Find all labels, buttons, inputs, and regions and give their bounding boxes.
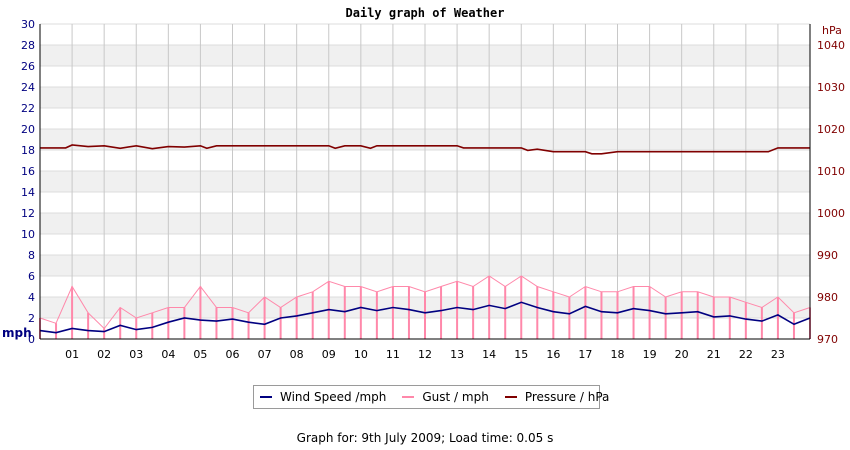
right-axis-unit-label: hPa (822, 24, 842, 37)
x-tick-label: 12 (418, 348, 432, 361)
legend-item-wind-speed: Wind Speed /mph (260, 390, 386, 404)
left-tick-label: 8 (28, 249, 35, 262)
x-tick-label: 17 (578, 348, 592, 361)
x-tick-label: 10 (354, 348, 368, 361)
x-tick-label: 21 (707, 348, 721, 361)
x-tick-label: 23 (771, 348, 785, 361)
left-tick-label: 14 (21, 186, 35, 199)
right-tick-label: 990 (817, 249, 838, 262)
x-tick-label: 03 (129, 348, 143, 361)
x-tick-label: 06 (226, 348, 240, 361)
weather-chart: Daily graph of Weather 02468101214161820… (2, 6, 845, 361)
legend-swatch-pressure (504, 396, 517, 398)
x-tick-label: 09 (322, 348, 336, 361)
chart-legend: Wind Speed /mph Gust / mph Pressure / hP… (253, 385, 609, 409)
series-wind-speed-mph (39, 301, 811, 334)
left-tick-label: 10 (21, 228, 35, 241)
chart-title: Daily graph of Weather (346, 6, 505, 20)
plot-series (39, 144, 811, 339)
x-tick-label: 14 (482, 348, 496, 361)
legend-label-pressure: Pressure / hPa (524, 390, 610, 404)
right-tick-label: 1020 (817, 123, 845, 136)
x-tick-label: 13 (450, 348, 464, 361)
legend-item-gust: Gust / mph (402, 390, 489, 404)
left-tick-label: 22 (21, 102, 35, 115)
gust-line (39, 275, 811, 330)
series-gust-mph (39, 275, 811, 339)
left-tick-label: 28 (21, 39, 35, 52)
x-tick-label: 18 (611, 348, 625, 361)
x-tick-label: 19 (643, 348, 657, 361)
legend-label-gust: Gust / mph (422, 390, 489, 404)
x-tick-label: 20 (675, 348, 689, 361)
pressure-hpa-line (40, 144, 810, 155)
left-tick-label: 6 (28, 270, 35, 283)
right-tick-label: 1010 (817, 165, 845, 178)
left-tick-label: 4 (28, 291, 35, 304)
left-tick-label: 12 (21, 207, 35, 220)
left-tick-label: 24 (21, 81, 35, 94)
left-tick-label: 26 (21, 60, 35, 73)
left-tick-label: 2 (28, 312, 35, 325)
left-tick-label: 16 (21, 165, 35, 178)
right-tick-label: 980 (817, 291, 838, 304)
axes: 0246810121416182022242628309709809901000… (21, 18, 845, 361)
left-tick-label: 0 (28, 333, 35, 346)
wind-speed-mph-line (39, 301, 811, 334)
right-tick-label: 1040 (817, 39, 845, 52)
left-tick-label: 30 (21, 18, 35, 31)
x-tick-label: 05 (193, 348, 207, 361)
right-tick-label: 1030 (817, 81, 845, 94)
left-tick-label: 20 (21, 123, 35, 136)
x-tick-label: 22 (739, 348, 753, 361)
series-pressure-hpa (40, 144, 810, 155)
x-tick-label: 01 (65, 348, 79, 361)
x-tick-label: 16 (546, 348, 560, 361)
graph-footer-info: Graph for: 9th July 2009; Load time: 0.0… (296, 431, 554, 445)
x-tick-label: 04 (161, 348, 175, 361)
legend-swatch-gust (402, 396, 415, 398)
left-axis-unit-label: mph (2, 326, 32, 340)
x-tick-label: 15 (514, 348, 528, 361)
legend-swatch-wind-speed (260, 396, 272, 398)
right-tick-label: 1000 (817, 207, 845, 220)
x-tick-label: 08 (290, 348, 304, 361)
legend-item-pressure: Pressure / hPa (504, 390, 610, 404)
legend-label-wind-speed: Wind Speed /mph (280, 390, 387, 404)
x-tick-label: 02 (97, 348, 111, 361)
x-tick-label: 07 (258, 348, 272, 361)
right-tick-label: 970 (817, 333, 838, 346)
x-tick-label: 11 (386, 348, 400, 361)
left-tick-label: 18 (21, 144, 35, 157)
